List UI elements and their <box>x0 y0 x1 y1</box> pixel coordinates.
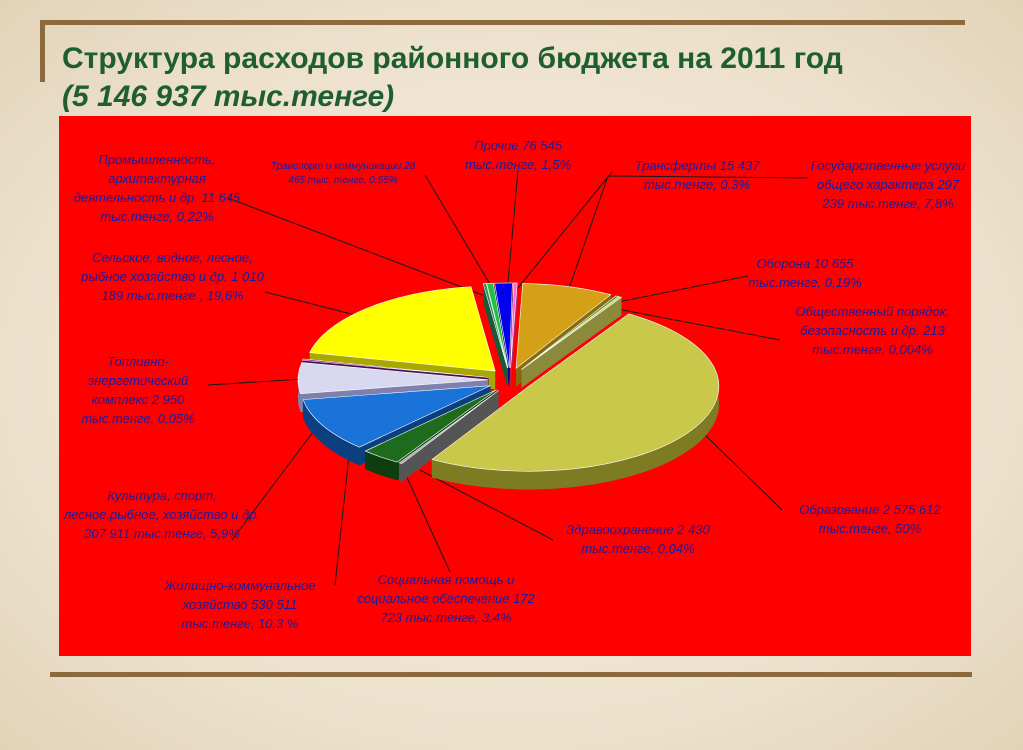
pie-slice-4 <box>398 390 499 482</box>
pie-slice-9 <box>309 286 496 390</box>
leader-line-12 <box>506 169 519 295</box>
leader-line-6 <box>334 445 351 586</box>
pie-slice-top-13 <box>510 282 518 368</box>
label-transport: Транспорт и коммуникации 28 465 тыс. тен… <box>270 161 416 186</box>
leader-line-4 <box>419 469 554 541</box>
slide-title: Структура расходов районного бюджета на … <box>62 40 962 116</box>
pie-slice-5 <box>364 389 497 481</box>
pie-slice-top-4 <box>398 390 499 464</box>
label-kultura: Культура, спорт, лесное,рыбное, хозяйств… <box>63 488 261 541</box>
label-prochie: Прочие 76 545 тыс.тенге, 1,5% <box>464 138 572 172</box>
pie-slice-top-8 <box>301 358 489 378</box>
label-gos-uslugi: Государственные услуги общего характера … <box>810 158 966 211</box>
pie-slice-top-11 <box>486 282 509 369</box>
pie-slice-top-6 <box>302 385 491 448</box>
leader-line-10 <box>227 197 486 297</box>
pie-slice-top-12 <box>494 282 513 368</box>
pie-slice-top-7 <box>297 362 489 395</box>
pie-slice-wall-4 <box>399 390 499 482</box>
label-transferty: Трансферты 15 437 тыс.тенге, 0.3% <box>634 158 760 192</box>
leader-line-5 <box>399 461 451 573</box>
leader-line-3 <box>699 429 783 511</box>
pie-slice-top-9 <box>309 286 496 372</box>
pie-slice-top-2 <box>521 296 622 370</box>
top-divider <box>40 20 965 25</box>
pie-slice-top-5 <box>364 389 497 463</box>
pie-slices <box>297 282 720 490</box>
label-tek: Топливно-энергетический комплекс 2 950 т… <box>81 354 195 426</box>
leader-line-2 <box>611 307 781 341</box>
pie-slice-3 <box>431 313 720 490</box>
label-selskoe: Сельское, водное, лесное, рыбное хозяйст… <box>81 250 264 303</box>
leader-line-11 <box>424 174 498 297</box>
pie-slice-wall-13 <box>510 282 518 386</box>
pie-slice-10 <box>482 283 508 387</box>
label-oborona: Оборона 10 655 тыс.тенге, 0,19% <box>748 256 862 290</box>
pie-slice-13 <box>510 282 518 386</box>
label-zdravoohranenie: Здравоохранение 2 430 тыс.тенге, 0.04% <box>566 522 710 556</box>
pie-slice-2 <box>521 296 622 388</box>
label-poryadok: Общественный порядок, безопасность и др.… <box>795 304 950 357</box>
label-zhkh: Жилищно-коммунальное хозяйство 530 511 т… <box>164 578 316 631</box>
pie-slice-top-3 <box>431 313 720 472</box>
leader-line-13 <box>512 171 613 295</box>
label-promyshlennost: Промышленность, архитектурная деятельнос… <box>73 152 241 224</box>
leader-line-1 <box>607 275 749 305</box>
pie-slice-6 <box>302 385 491 466</box>
title-subtitle: (5 146 937 тыс.тенге) <box>62 80 395 113</box>
pie-slice-wall-10 <box>483 283 508 386</box>
label-obrazovanie: Образование 2 575 612 тыс.тенге, 50% <box>799 502 941 536</box>
title-text: Структура расходов районного бюджета на … <box>62 42 843 75</box>
pie-slice-12 <box>494 282 513 386</box>
pie-slice-wall-2 <box>521 296 622 388</box>
pie-slice-top-10 <box>482 283 508 369</box>
leader-line-0 <box>564 175 809 301</box>
pie-slice-top-0 <box>515 283 612 370</box>
bottom-divider <box>50 672 972 677</box>
left-accent-bar <box>40 20 45 82</box>
pie-slice-wall-9 <box>309 286 496 390</box>
leader-line-7 <box>231 419 323 541</box>
label-soc-pomosh: Социальная помощь и социальное обеспечен… <box>357 572 535 625</box>
